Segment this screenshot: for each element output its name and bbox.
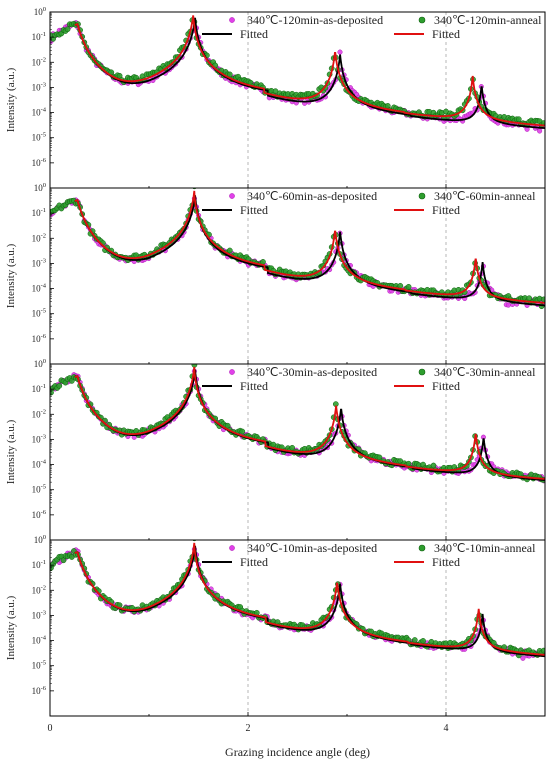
legend-label-fitted-anneal: Fitted — [432, 555, 460, 569]
fitted-line — [74, 195, 545, 307]
y-tick-label: 10-1 — [32, 559, 46, 570]
y-tick-label: 10-1 — [32, 383, 46, 394]
plot-area — [50, 540, 545, 661]
panel-4: 100 10-1 10-2 10-3 10-4 10-5 10-6 340℃-10min-as… — [5, 534, 546, 717]
data-point — [540, 647, 545, 654]
x-axis-label: Grazing incidence angle (deg) — [225, 745, 370, 759]
y-tick-label: 10-6 — [32, 685, 47, 696]
y-tick-label: 10-1 — [32, 207, 46, 218]
legend-label-fitted-as-deposited: Fitted — [240, 379, 268, 393]
legend-label-as-deposited: 340℃-120min-as-deposited — [247, 13, 383, 27]
y-tick-label: 10-4 — [32, 283, 47, 294]
y-tick-label: 10-2 — [32, 584, 46, 595]
panel-1: 100 10-1 10-2 10-3 10-4 10-5 10-6 340℃-120min-a… — [5, 6, 546, 189]
data-point — [226, 247, 233, 254]
data-point — [226, 71, 233, 78]
plot-area — [50, 364, 545, 484]
data-point — [337, 49, 343, 55]
plot-area — [50, 15, 545, 134]
y-axis-label: Intensity (a.u.) — [5, 595, 17, 660]
data-point — [537, 128, 543, 134]
y-tick-label: 10-6 — [32, 157, 47, 168]
y-tick-label: 10-5 — [32, 660, 46, 671]
y-tick-label: 10-6 — [32, 509, 47, 520]
data-point — [515, 116, 522, 123]
y-axis-label: Intensity (a.u.) — [5, 419, 17, 484]
legend-marker-as-deposited — [229, 17, 235, 23]
x-tick-label: 2 — [246, 723, 251, 734]
fitted-line — [74, 17, 545, 129]
data-point — [540, 296, 545, 303]
data-point — [239, 428, 246, 435]
legend-label-fitted-anneal: Fitted — [432, 379, 460, 393]
data-point — [50, 389, 54, 396]
y-axis-label: Intensity (a.u.) — [5, 243, 17, 308]
fitted-line — [74, 545, 545, 658]
x-tick-label: 0 — [48, 723, 53, 734]
y-tick-label: 10-1 — [32, 31, 46, 42]
y-tick-label: 10-2 — [32, 408, 46, 419]
y-tick-label: 10-3 — [32, 433, 46, 444]
y-tick-label: 10-5 — [32, 484, 46, 495]
axes-frame — [49, 539, 546, 717]
fitted-line — [74, 15, 545, 127]
legend-marker-as-deposited — [229, 545, 235, 551]
panel-2: 100 10-1 10-2 10-3 10-4 10-5 10-6 340℃-60min-as… — [5, 182, 546, 365]
y-tick-label: 10-5 — [32, 308, 46, 319]
legend-label-as-deposited: 340℃-10min-as-deposited — [247, 541, 377, 555]
y-tick-label: 10-5 — [32, 132, 46, 143]
legend-label-as-deposited: 340℃-30min-as-deposited — [247, 365, 377, 379]
data-point — [405, 283, 412, 290]
y-tick-label: 100 — [34, 6, 46, 17]
y-tick-label: 10-4 — [32, 459, 47, 470]
fitted-line — [74, 366, 545, 480]
legend-label-anneal: 340℃-60min-anneal — [434, 189, 536, 203]
data-point — [420, 638, 426, 644]
fitted-line — [74, 190, 545, 304]
legend-marker-anneal — [418, 368, 426, 376]
y-tick-label: 10-4 — [32, 635, 47, 646]
data-point — [289, 444, 296, 451]
legend-label-as-deposited: 340℃-60min-as-deposited — [247, 189, 377, 203]
data-point — [260, 259, 266, 265]
legend-marker-as-deposited — [229, 193, 235, 199]
legend-label-anneal: 340℃-10min-anneal — [434, 541, 536, 555]
fitted-line — [74, 369, 545, 482]
data-point — [191, 364, 198, 368]
y-tick-label: 100 — [34, 182, 46, 193]
x-tick-label: 4 — [444, 723, 449, 734]
fitted-line — [74, 542, 545, 656]
y-tick-label: 10-4 — [32, 107, 47, 118]
data-point — [505, 302, 511, 308]
legend-label-fitted-as-deposited: Fitted — [240, 555, 268, 569]
y-tick-label: 100 — [34, 358, 46, 369]
legend-label-fitted-as-deposited: Fitted — [240, 203, 268, 217]
legend-marker-anneal — [418, 192, 426, 200]
data-point — [430, 462, 437, 469]
y-tick-label: 10-2 — [32, 56, 46, 67]
y-tick-label: 100 — [34, 534, 46, 545]
data-point — [64, 26, 71, 33]
y-tick-label: 10-3 — [32, 609, 46, 620]
y-tick-label: 10-3 — [32, 81, 46, 92]
legend-marker-as-deposited — [229, 369, 235, 375]
y-axis-label: Intensity (a.u.) — [5, 67, 17, 132]
panel-3: 100 10-1 10-2 10-3 10-4 10-5 10-6 340℃-30min-as… — [5, 358, 546, 541]
legend-marker-anneal — [418, 544, 426, 552]
data-point — [411, 637, 418, 643]
y-tick-label: 10-3 — [32, 257, 46, 268]
y-tick-label: 10-2 — [32, 232, 46, 243]
legend-label-anneal: 340℃-120min-anneal — [434, 13, 542, 27]
data-point — [56, 383, 63, 389]
data-point — [520, 655, 526, 661]
legend-label-anneal: 340℃-30min-anneal — [434, 365, 536, 379]
legend-label-fitted-anneal: Fitted — [432, 203, 460, 217]
legend-label-fitted-anneal: Fitted — [432, 27, 460, 41]
plot-area — [50, 188, 545, 310]
legend-label-fitted-as-deposited: Fitted — [240, 27, 268, 41]
y-tick-label: 10-6 — [32, 333, 47, 344]
legend-marker-anneal — [418, 16, 426, 24]
